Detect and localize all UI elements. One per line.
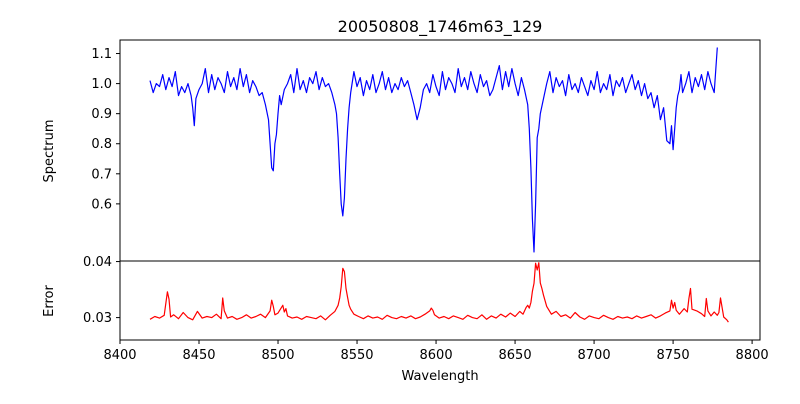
x-tick-label: 8450 <box>182 348 215 363</box>
x-axis: 8400 8450 8500 8550 8600 8650 8700 8750 8800 <box>103 340 769 363</box>
x-tick-label: 8800 <box>736 348 769 363</box>
error-series-line <box>149 262 729 323</box>
spectrum-y-tick-label: 1.0 <box>91 77 112 92</box>
x-tick-label: 8750 <box>657 348 690 363</box>
error-y-tick-label: 0.04 <box>83 255 112 270</box>
x-tick-label: 8550 <box>340 348 373 363</box>
error-y-tick-label: 0.03 <box>83 311 112 326</box>
spectrum-y-tick-label: 0.7 <box>91 167 112 182</box>
spectrum-series-line <box>149 47 718 253</box>
x-tick-label: 8500 <box>261 348 294 363</box>
error-panel: 0.04 0.03 <box>83 255 761 341</box>
x-axis-label: Wavelength <box>401 369 478 384</box>
spectrum-y-tick-label: 0.9 <box>91 107 112 122</box>
x-tick-label: 8600 <box>420 348 453 363</box>
error-axes-frame <box>119 260 761 341</box>
x-tick-label: 8700 <box>578 348 611 363</box>
spectrum-panel: 1.1 1.0 0.9 0.8 0.7 0.6 <box>91 39 761 262</box>
error-y-axis-label: Error <box>42 285 57 317</box>
x-tick-label: 8400 <box>103 348 136 363</box>
spectrum-axes-frame <box>119 39 761 262</box>
x-tick-label: 8650 <box>499 348 532 363</box>
spectrum-y-tick-label: 0.6 <box>91 197 112 212</box>
spectrum-y-tick-label: 1.1 <box>91 47 112 62</box>
chart-title: 20050808_1746m63_129 <box>338 17 543 37</box>
spectrum-y-tick-label: 0.8 <box>91 137 112 152</box>
spectrum-y-axis-label: Spectrum <box>42 120 57 183</box>
